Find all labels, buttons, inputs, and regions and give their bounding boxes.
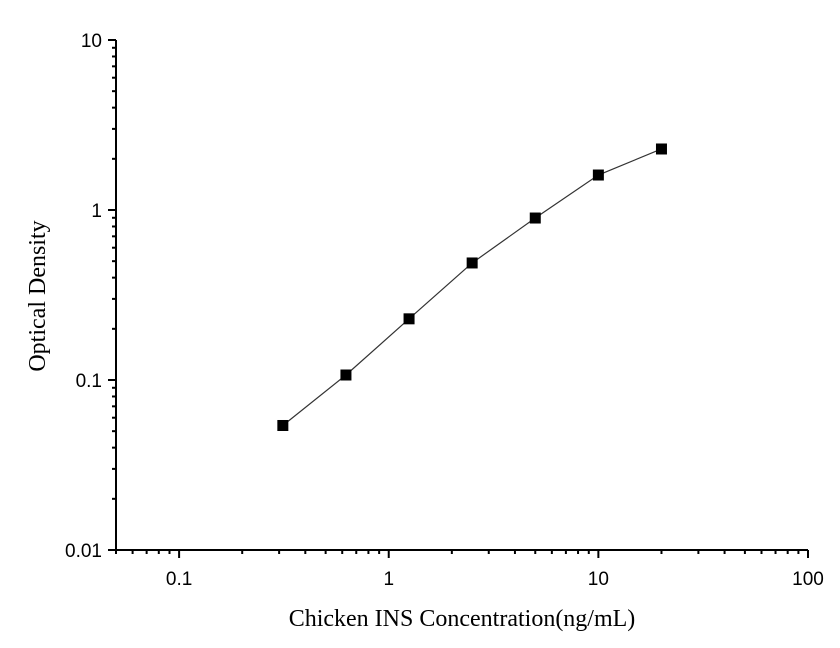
x-tick-label: 0.1 (166, 569, 192, 590)
curve-line (282, 148, 662, 426)
axes: 0.1 1 10 100 0.01 0.1 1 10 (65, 31, 824, 590)
data-point-marker (403, 313, 415, 325)
y-tick-label: 0.01 (65, 541, 102, 562)
x-axis-title: Chicken INS Concentration(ng/mL) (289, 606, 636, 632)
x-tick-label: 1 (383, 569, 394, 590)
data-point-marker (529, 212, 541, 224)
x-tick-label: 10 (588, 569, 609, 590)
y-tick-label: 10 (81, 31, 102, 52)
y-tick-label: 1 (91, 201, 102, 222)
data-point-marker (655, 143, 667, 155)
x-tick-label: 100 (792, 569, 824, 590)
plot-area (277, 143, 667, 431)
y-axis-title: Optical Density (25, 220, 51, 371)
data-point-marker (340, 369, 352, 381)
data-point-marker (277, 419, 289, 431)
data-point-marker (466, 257, 478, 269)
y-tick-label: 0.1 (76, 371, 102, 392)
data-point-marker (592, 169, 604, 181)
